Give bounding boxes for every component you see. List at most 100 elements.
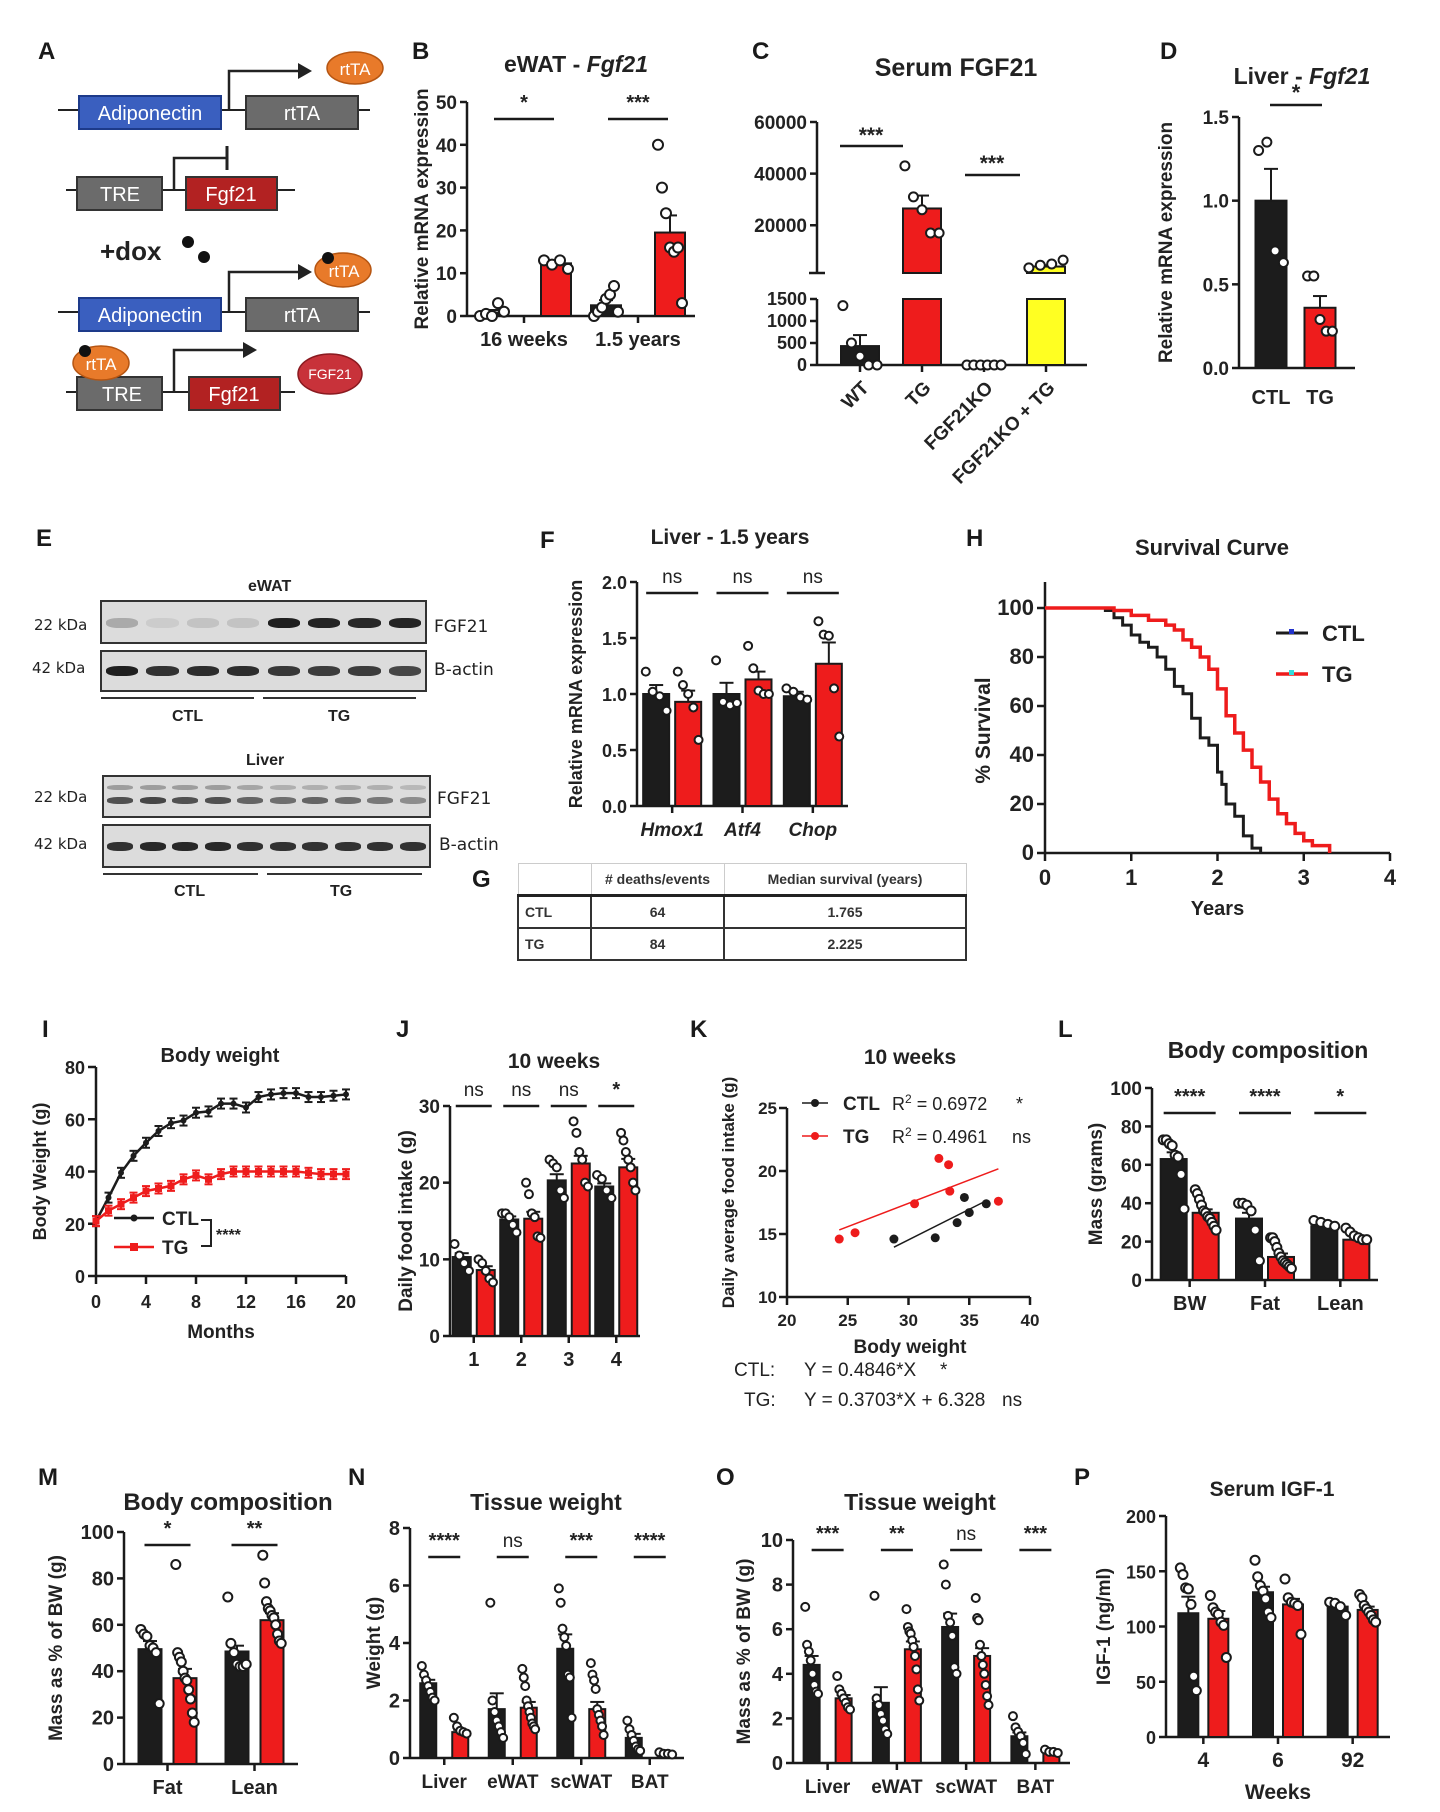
data-point bbox=[845, 337, 857, 349]
survival-curve-ctl bbox=[1045, 606, 1263, 853]
y-tick-label: 4 bbox=[772, 1664, 784, 1686]
bar-ctl-liver bbox=[802, 1663, 821, 1765]
data-point bbox=[485, 1597, 496, 1608]
table-header-cell: # deaths/events bbox=[590, 863, 725, 897]
bar-upper-tg bbox=[902, 207, 942, 275]
blot-liver-fgf21 bbox=[102, 775, 431, 818]
chart-n-tissue-weight: 0 2 4 6 8 Weight (g) Tissue weight Liver **** eWA… bbox=[364, 1489, 684, 1793]
data-point bbox=[1020, 1749, 1031, 1760]
y-tick-label: 1.0 bbox=[1203, 192, 1229, 213]
blot-band bbox=[204, 842, 231, 851]
x-tick-label: 4 bbox=[141, 1292, 151, 1312]
data-point bbox=[970, 1592, 981, 1603]
fgf21-gene-label: Fgf21 bbox=[205, 184, 256, 206]
data-point-tg bbox=[934, 1153, 944, 1163]
data-point bbox=[1292, 1600, 1304, 1612]
kda-22-liver: 22 kDa bbox=[34, 788, 88, 806]
x-tick-label: Liver bbox=[422, 1772, 468, 1793]
group-tg-ewat: TG bbox=[328, 708, 351, 725]
data-point bbox=[589, 1675, 600, 1686]
chart-o-tissue-weight-pct: 0 2 4 6 8 10 Mass as % of BW (g) Tissue weight L… bbox=[734, 1489, 1070, 1798]
blot-band bbox=[227, 618, 260, 628]
blot-band bbox=[237, 785, 264, 790]
x-tick-label: TG bbox=[1306, 387, 1334, 409]
rtta-gene-label: rtTA bbox=[284, 103, 321, 125]
blot-label-bactin-ewat: B-actin bbox=[434, 660, 494, 680]
y-tick-label: 50 bbox=[436, 93, 457, 114]
x-tick-label: Fat bbox=[153, 1777, 183, 1799]
data-point bbox=[901, 1604, 912, 1615]
significance-label: **** bbox=[216, 1227, 242, 1244]
data-point bbox=[683, 689, 694, 699]
bar-tg-4 bbox=[1207, 1617, 1230, 1738]
x-tick-label: 8 bbox=[191, 1292, 201, 1312]
survival-curve-tg bbox=[1045, 606, 1332, 853]
y-tick-label: 0 bbox=[1022, 840, 1034, 865]
significance-label: ns bbox=[511, 1080, 531, 1101]
data-point bbox=[640, 666, 651, 677]
x-tick-label: 2 bbox=[516, 1349, 527, 1370]
rtta-tre-bound-label: rtTA bbox=[86, 355, 118, 374]
data-point bbox=[141, 1630, 153, 1642]
legend-label-tg: TG bbox=[1322, 662, 1353, 687]
data-point bbox=[555, 1597, 566, 1608]
significance-label: **** bbox=[1174, 1086, 1205, 1108]
blot-band bbox=[334, 785, 361, 790]
x-tick-label: 20 bbox=[778, 1311, 797, 1330]
r-squared-significance-tg: ns bbox=[1012, 1127, 1031, 1147]
data-point bbox=[153, 1698, 165, 1710]
data-point-tg bbox=[155, 1184, 162, 1192]
y-axis-label: FGF21 (pg/mL) bbox=[720, 178, 721, 312]
blot-band bbox=[106, 618, 139, 628]
y-tick-label: 1.5 bbox=[1203, 108, 1230, 129]
data-point bbox=[170, 1558, 182, 1570]
data-point bbox=[882, 1729, 893, 1740]
data-point bbox=[788, 686, 799, 697]
data-point-ctl bbox=[193, 1109, 199, 1116]
data-point-ctl bbox=[230, 1100, 237, 1107]
data-point bbox=[1177, 1569, 1189, 1581]
data-point bbox=[498, 305, 510, 318]
chart-title: Body composition bbox=[1168, 1037, 1369, 1063]
y-tick-label: 500 bbox=[777, 333, 807, 353]
data-point bbox=[829, 683, 840, 694]
blot-band bbox=[139, 797, 166, 804]
r-squared-ctl: R2 = 0.6972 bbox=[892, 1092, 987, 1114]
data-point bbox=[459, 1258, 470, 1269]
y-tick-label: 6 bbox=[772, 1619, 783, 1641]
data-point bbox=[951, 1668, 962, 1679]
x-tick-label: BAT bbox=[1017, 1777, 1055, 1798]
data-point bbox=[630, 1185, 641, 1196]
data-point bbox=[553, 1583, 564, 1594]
y-tick-label: 0 bbox=[1146, 1728, 1156, 1748]
data-point-ctl bbox=[218, 1100, 224, 1107]
data-point bbox=[947, 1630, 958, 1641]
data-point bbox=[520, 1681, 531, 1692]
x-tick-label: scWAT bbox=[935, 1777, 997, 1798]
data-point bbox=[813, 616, 824, 627]
blot-band bbox=[399, 785, 426, 790]
data-point-tg bbox=[105, 1207, 112, 1215]
x-axis-label: Body weight bbox=[854, 1337, 968, 1358]
y-tick-label: 40 bbox=[1010, 742, 1034, 767]
data-point bbox=[677, 680, 688, 691]
legend-marker-ctl bbox=[130, 1214, 138, 1222]
legend-label-ctl: CTL bbox=[843, 1094, 880, 1115]
data-point bbox=[225, 1637, 237, 1649]
panel-label-N: N bbox=[348, 1464, 366, 1491]
blot-band bbox=[269, 842, 296, 851]
y-tick-label: 8 bbox=[389, 1518, 400, 1540]
data-point bbox=[973, 1615, 984, 1626]
bar-tg-92 bbox=[1356, 1608, 1379, 1738]
x-tick-label: eWAT bbox=[871, 1777, 923, 1798]
data-point bbox=[498, 1732, 509, 1743]
significance-bracket bbox=[201, 1219, 212, 1247]
blot-band bbox=[146, 618, 179, 628]
blot-band bbox=[307, 666, 341, 676]
chart-title: Serum FGF21 bbox=[875, 54, 1038, 82]
data-point bbox=[183, 1684, 195, 1696]
data-point bbox=[449, 1239, 460, 1249]
blot-band bbox=[267, 618, 300, 628]
blot-band bbox=[139, 785, 166, 790]
y-tick-label: 100 bbox=[81, 1522, 114, 1544]
